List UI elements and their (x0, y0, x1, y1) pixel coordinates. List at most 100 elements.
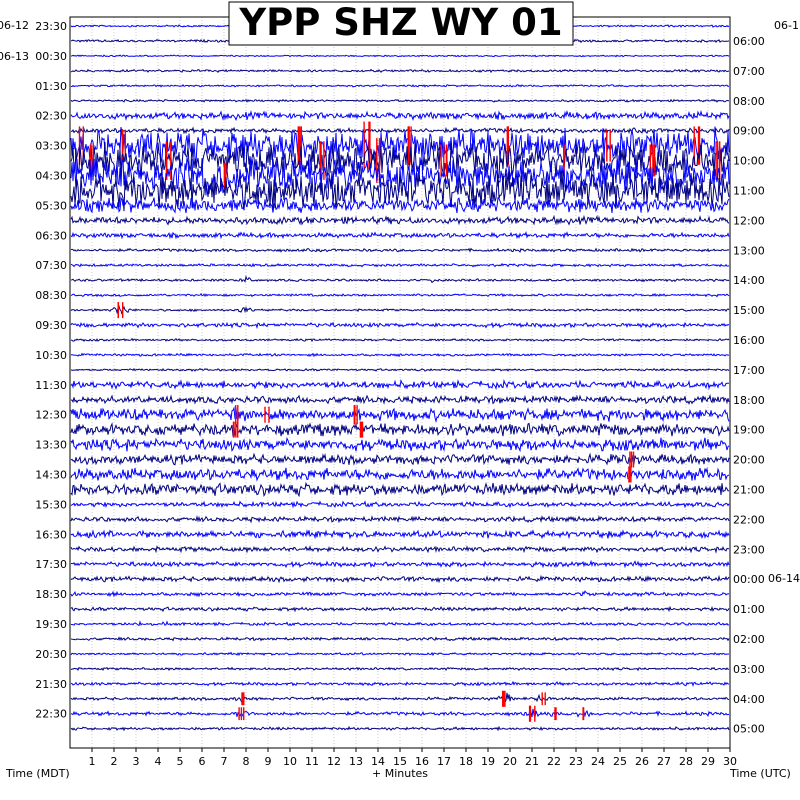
trace-line (70, 214, 730, 226)
left-date-label: 06-13 (0, 50, 29, 63)
left-time-label: 06:30 (35, 229, 67, 242)
right-time-label: 11:00 (733, 185, 765, 198)
right-time-label: 20:00 (733, 454, 765, 467)
chart-title: YPP SHZ WY 01 (238, 1, 562, 44)
left-date-label: 06-12 (0, 19, 29, 32)
x-tick-label: 1 (89, 755, 96, 768)
left-time-label: 19:30 (35, 618, 67, 631)
trace-line (70, 352, 730, 358)
left-time-label: 07:30 (35, 259, 67, 272)
trace-line (70, 337, 730, 343)
x-tick-label: 25 (613, 755, 627, 768)
x-tick-label: 16 (415, 755, 429, 768)
right-axis-title: Time (UTC) (729, 767, 791, 780)
x-axis-title: + Minutes (372, 767, 428, 780)
right-time-label: 10:00 (733, 155, 765, 168)
trace-line (70, 605, 730, 613)
trace-line (70, 467, 730, 482)
x-tick-label: 6 (199, 755, 206, 768)
trace-line (70, 393, 730, 406)
left-time-label: 02:30 (35, 110, 67, 123)
left-time-label: 16:30 (35, 528, 67, 541)
left-time-label: 15:30 (35, 498, 67, 511)
trace-line (70, 68, 730, 74)
right-time-label: 15:00 (733, 304, 765, 317)
right-time-label: 06:00 (733, 35, 765, 48)
x-tick-label: 30 (723, 755, 737, 768)
right-time-label: 12:00 (733, 214, 765, 227)
right-time-label: 09:00 (733, 125, 765, 138)
trace-line (70, 545, 730, 554)
trace-line (70, 406, 730, 424)
x-tick-label: 2 (111, 755, 118, 768)
left-time-label: 21:30 (35, 678, 67, 691)
left-time-label: 03:30 (35, 140, 67, 153)
right-time-label: 21:00 (733, 484, 765, 497)
right-time-label: 03:00 (733, 663, 765, 676)
trace-line (70, 529, 730, 540)
x-tick-label: 27 (657, 755, 671, 768)
axis-labels: 1 2 3 4 5 6 7 8 9 10 11 12 13 14 15 16 17 18 19 20 21 22 23 24 2… (0, 19, 800, 768)
left-time-label: 10:30 (35, 349, 67, 362)
left-time-label: 17:30 (35, 558, 67, 571)
x-tick-label: 29 (701, 755, 715, 768)
x-tick-label: 18 (459, 755, 473, 768)
left-time-label: 22:30 (35, 708, 67, 721)
x-tick-label: 7 (221, 755, 228, 768)
left-time-label: 20:30 (35, 648, 67, 661)
trace-line (70, 680, 730, 687)
right-time-label: 22:00 (733, 513, 765, 526)
right-time-label: 13:00 (733, 244, 765, 257)
trace-line (70, 109, 730, 122)
left-time-label: 08:30 (35, 289, 67, 302)
trace-line (70, 590, 730, 598)
title-box (228, 1, 574, 46)
x-tick-label: 10 (283, 755, 297, 768)
left-time-label: 00:30 (35, 50, 67, 63)
trace-line (70, 651, 729, 657)
x-tick-label: 15 (393, 755, 407, 768)
right-time-label: 07:00 (733, 65, 765, 78)
trace-line (70, 126, 730, 164)
right-time-label: 04:00 (733, 693, 765, 706)
left-time-label: 13:30 (35, 439, 67, 452)
trace-line (71, 126, 730, 135)
x-tick-label: 14 (371, 755, 385, 768)
x-tick-label: 28 (679, 755, 693, 768)
trace-line (71, 83, 730, 88)
x-tick-label: 5 (177, 755, 184, 768)
trace-line (70, 292, 730, 298)
right-time-label: 08:00 (733, 95, 765, 108)
trace-line (70, 170, 730, 212)
trace-line (70, 481, 729, 498)
x-tick-label: 3 (133, 755, 140, 768)
x-tick-label: 21 (525, 755, 539, 768)
trace-line (70, 707, 730, 718)
right-date-label: 06-1 (774, 19, 799, 32)
right-time-label: 05:00 (733, 723, 765, 736)
x-tick-label: 4 (155, 755, 162, 768)
trace-line (70, 54, 730, 58)
right-time-label: 14:00 (733, 274, 765, 287)
x-tick-label: 23 (569, 755, 583, 768)
right-time-label: 02:00 (733, 633, 765, 646)
trace-line (71, 559, 730, 569)
trace-line (70, 275, 730, 284)
x-tick-label: 20 (503, 755, 517, 768)
right-time-label: 00:00 (733, 573, 765, 586)
trace-line (70, 230, 730, 240)
minute-grid (91, 17, 709, 748)
trace-line (70, 514, 730, 524)
left-axis-title: Time (MDT) (5, 767, 70, 780)
trace-line (70, 262, 730, 268)
trace-line (70, 666, 729, 672)
right-time-label: 19:00 (733, 424, 765, 437)
trace-line (70, 247, 730, 253)
x-tick-label: 22 (547, 755, 561, 768)
trace-line (70, 725, 730, 732)
trace-line (70, 692, 730, 705)
x-tick-label: 12 (327, 755, 341, 768)
right-time-label: 18:00 (733, 394, 765, 407)
trace-line (70, 304, 730, 315)
